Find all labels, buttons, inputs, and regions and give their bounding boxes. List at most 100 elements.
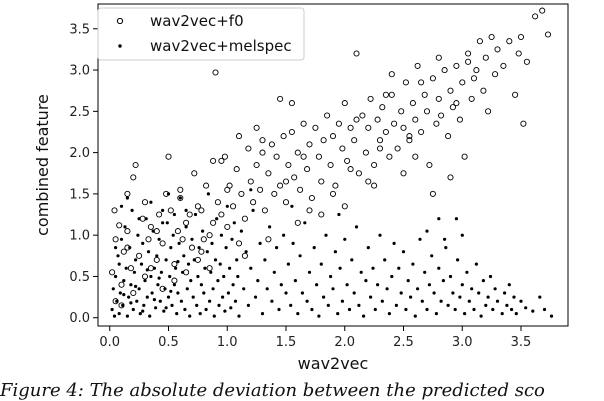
point-melspec <box>373 307 377 312</box>
point-melspec <box>169 246 173 250</box>
point-f0 <box>300 153 307 160</box>
point-melspec <box>174 266 178 270</box>
point-melspec <box>125 314 129 318</box>
point-melspec <box>290 204 294 208</box>
point-f0 <box>409 100 416 107</box>
point-melspec <box>427 283 431 287</box>
point-melspec <box>444 246 448 250</box>
plot-frame <box>97 3 569 327</box>
point-f0 <box>520 120 527 127</box>
point-f0 <box>203 182 210 189</box>
legend-label-melspec: wav2vec+melspec <box>150 37 292 55</box>
point-f0 <box>374 116 381 123</box>
legend: wav2vec+f0 wav2vec+melspec <box>97 7 305 61</box>
point-f0 <box>130 174 137 181</box>
point-melspec <box>161 221 165 225</box>
point-melspec <box>244 250 248 254</box>
point-f0 <box>112 236 119 243</box>
point-melspec <box>132 270 136 274</box>
point-f0 <box>351 137 358 144</box>
point-melspec <box>354 225 359 229</box>
point-f0 <box>488 33 495 41</box>
point-f0 <box>406 133 413 140</box>
y-tick-label: 0.5 <box>69 270 90 285</box>
point-f0 <box>418 79 425 86</box>
point-f0 <box>297 186 304 193</box>
point-melspec <box>542 307 547 312</box>
point-f0 <box>402 79 409 86</box>
point-melspec <box>337 212 341 217</box>
point-melspec <box>149 274 153 279</box>
x-tick-label: 2.5 <box>393 335 414 350</box>
point-f0 <box>265 170 272 177</box>
point-f0 <box>376 137 384 144</box>
point-f0 <box>371 182 378 189</box>
point-melspec <box>178 196 182 200</box>
point-f0 <box>285 161 292 169</box>
point-melspec <box>210 241 214 245</box>
point-melspec <box>418 237 422 241</box>
x-tick-label: 1.5 <box>276 335 297 350</box>
point-f0 <box>294 219 301 226</box>
point-melspec <box>205 250 209 254</box>
point-melspec <box>512 295 516 299</box>
point-melspec <box>338 266 342 270</box>
point-f0 <box>198 207 205 214</box>
y-tick-label: 2.5 <box>69 105 90 120</box>
point-melspec <box>136 233 140 237</box>
point-melspec <box>441 279 445 283</box>
point-melspec <box>329 274 333 279</box>
point-melspec <box>177 241 181 245</box>
point-f0 <box>200 236 207 243</box>
point-melspec <box>493 287 497 291</box>
series-f0 <box>109 7 552 309</box>
point-melspec <box>222 274 226 279</box>
point-melspec <box>253 295 258 299</box>
point-melspec <box>305 299 309 303</box>
point-f0 <box>282 178 290 185</box>
point-melspec <box>170 303 174 307</box>
point-melspec <box>110 307 114 312</box>
point-f0 <box>241 252 248 259</box>
point-melspec <box>258 241 262 245</box>
point-melspec <box>148 314 152 318</box>
point-f0 <box>435 95 442 102</box>
point-melspec <box>226 291 230 295</box>
point-f0 <box>512 91 519 98</box>
point-f0 <box>447 87 454 94</box>
point-melspec <box>387 312 391 316</box>
point-f0 <box>429 75 436 82</box>
point-melspec <box>343 237 347 241</box>
point-melspec <box>463 312 467 316</box>
point-melspec <box>168 274 172 279</box>
point-melspec <box>163 287 167 291</box>
point-melspec <box>366 246 370 250</box>
point-f0 <box>259 149 266 156</box>
point-f0 <box>130 289 137 297</box>
point-f0 <box>300 120 307 127</box>
point-melspec <box>420 299 424 303</box>
point-melspec <box>390 274 394 279</box>
point-melspec <box>277 307 281 312</box>
point-f0 <box>250 199 257 206</box>
point-melspec <box>300 291 304 295</box>
point-melspec <box>125 196 129 200</box>
point-melspec <box>119 204 124 208</box>
point-melspec <box>195 303 199 307</box>
point-melspec <box>192 258 196 262</box>
point-melspec <box>151 229 155 233</box>
point-f0 <box>230 203 237 210</box>
point-melspec <box>129 283 133 287</box>
point-melspec <box>362 314 366 318</box>
point-f0 <box>273 153 280 160</box>
point-f0 <box>261 207 268 214</box>
point-melspec <box>399 291 403 295</box>
point-melspec <box>291 241 295 245</box>
point-melspec <box>430 254 434 258</box>
point-f0 <box>473 67 480 74</box>
point-f0 <box>206 265 213 272</box>
point-melspec <box>206 192 210 196</box>
point-melspec <box>454 217 458 221</box>
point-f0 <box>379 104 386 111</box>
point-melspec <box>298 254 302 258</box>
